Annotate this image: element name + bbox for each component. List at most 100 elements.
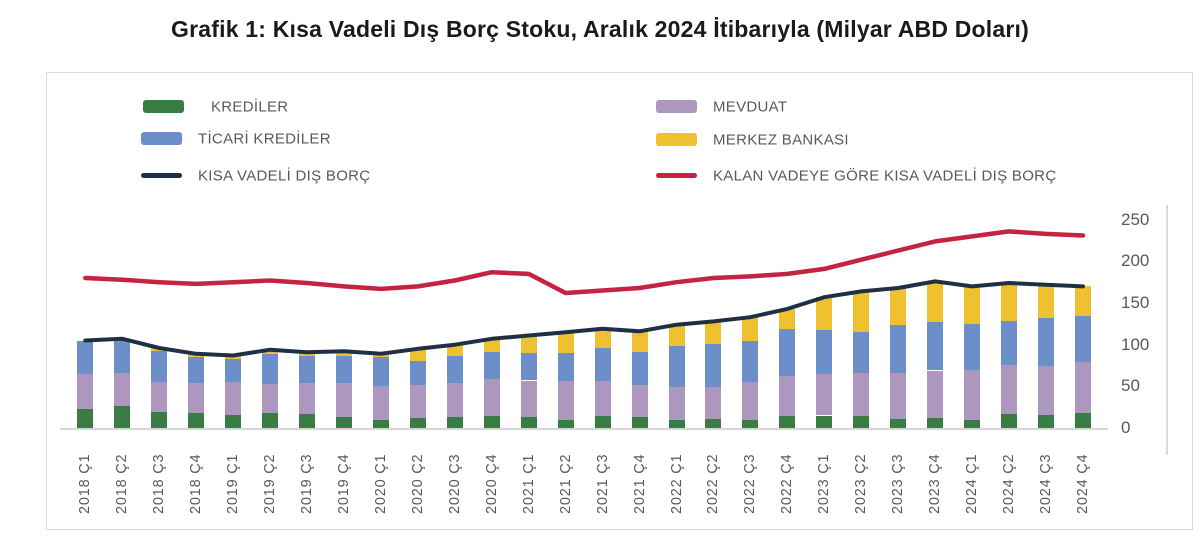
x-axis-label: 2019 Ç1 bbox=[225, 453, 242, 514]
bar-segment bbox=[446, 417, 463, 428]
bar-segment bbox=[262, 349, 279, 354]
bar-segment bbox=[335, 417, 352, 428]
y-axis-label: 250 bbox=[1121, 209, 1150, 229]
bar-segment bbox=[151, 412, 168, 428]
bar-segment bbox=[1074, 413, 1091, 428]
bar-segment bbox=[927, 322, 944, 371]
bar-segment bbox=[77, 373, 94, 409]
bar-segment bbox=[853, 373, 870, 417]
x-axis-label: 2021 Ç2 bbox=[557, 453, 574, 514]
bar-segment bbox=[779, 308, 796, 329]
bar-segment bbox=[631, 331, 648, 353]
x-axis-label: 2023 Ç2 bbox=[853, 453, 870, 514]
bar-segment bbox=[262, 353, 279, 384]
bar-segment bbox=[557, 381, 574, 420]
bar-segment bbox=[1074, 286, 1091, 316]
bar-segment bbox=[742, 382, 759, 420]
bar-segment bbox=[705, 343, 722, 388]
bar-segment bbox=[668, 324, 685, 347]
x-axis-label: 2018 Ç4 bbox=[188, 453, 205, 514]
bar-segment bbox=[631, 384, 648, 418]
bar-segment bbox=[446, 383, 463, 418]
legend-line-kisa-vadeli-dis-borc bbox=[141, 173, 182, 178]
bar-segment bbox=[927, 281, 944, 323]
bar-segment bbox=[705, 418, 722, 428]
x-axis-label: 2020 Ç2 bbox=[409, 453, 426, 514]
bar-segment bbox=[705, 387, 722, 419]
bar-segment bbox=[446, 356, 463, 383]
bar-segment bbox=[816, 415, 833, 428]
bar-segment bbox=[1038, 366, 1054, 415]
x-axis-label: 2021 Ç3 bbox=[594, 453, 611, 514]
bar-segment bbox=[409, 348, 426, 362]
x-axis-label: 2020 Ç1 bbox=[372, 453, 389, 514]
bar-segment bbox=[742, 419, 759, 428]
bar-segment bbox=[225, 358, 242, 383]
bar-segment bbox=[1038, 414, 1054, 428]
bar-segment bbox=[779, 375, 796, 417]
bar-segment bbox=[225, 414, 242, 428]
bar-segment bbox=[520, 353, 537, 381]
bar-segment bbox=[372, 385, 389, 420]
y-axis-label: 100 bbox=[1121, 334, 1150, 354]
bar-segment bbox=[668, 346, 685, 388]
bar-segment bbox=[335, 383, 352, 418]
legend-label-kalan-vadeye-gore: KALAN VADEYE GÖRE KISA VADELİ DIŞ BORÇ bbox=[713, 167, 1057, 185]
legend-line-kalan-vadeye-gore bbox=[656, 173, 697, 178]
x-axis-label: 2022 Ç2 bbox=[705, 453, 722, 514]
x-axis-label: 2019 Ç3 bbox=[299, 453, 315, 514]
bar-segment bbox=[188, 383, 205, 413]
bar-segment bbox=[927, 370, 944, 418]
y-axis-label: 50 bbox=[1121, 376, 1140, 396]
bar-segment bbox=[816, 329, 833, 374]
y-axis-label: 200 bbox=[1121, 251, 1150, 271]
bar-segment bbox=[409, 384, 426, 418]
legend-swatch-mevduat bbox=[656, 100, 697, 113]
bar-segment bbox=[409, 361, 426, 385]
bar-segment bbox=[483, 352, 500, 379]
bar-segment bbox=[779, 416, 796, 428]
bar-segment bbox=[151, 348, 168, 352]
bar-segment bbox=[225, 355, 242, 359]
legend-label-merkez-bankasi: MERKEZ BANKASI bbox=[713, 131, 849, 149]
bar-segment bbox=[1001, 283, 1018, 321]
bar-segment bbox=[668, 387, 685, 420]
bar-segment bbox=[151, 382, 168, 413]
bar-segment bbox=[853, 291, 870, 333]
bar-segment bbox=[299, 355, 315, 383]
bar-segment bbox=[557, 419, 574, 428]
bar-segment bbox=[409, 418, 426, 428]
bar-segment bbox=[631, 352, 648, 385]
bar-segment bbox=[299, 383, 315, 414]
bar-segment bbox=[631, 417, 648, 428]
bar-segment bbox=[1074, 315, 1091, 363]
bar-segment bbox=[520, 335, 537, 353]
bar-segment bbox=[114, 338, 131, 373]
bar-segment bbox=[262, 413, 279, 428]
bar-segment bbox=[483, 378, 500, 417]
x-axis-label: 2022 Ç1 bbox=[668, 453, 685, 514]
bar-segment bbox=[114, 406, 131, 428]
x-axis-line bbox=[60, 428, 1108, 430]
bar-segment bbox=[594, 416, 611, 428]
bar-segment bbox=[1001, 364, 1018, 414]
bar-segment bbox=[557, 353, 574, 382]
bar-segment bbox=[77, 340, 94, 374]
y-axis-label: 0 bbox=[1121, 418, 1131, 437]
chart-title: Grafik 1: Kısa Vadeli Dış Borç Stoku, Ar… bbox=[171, 16, 1029, 42]
y-axis-label: 150 bbox=[1121, 293, 1150, 313]
bar-segment bbox=[151, 351, 168, 383]
bar-segment bbox=[77, 408, 94, 428]
x-axis-label: 2021 Ç1 bbox=[520, 453, 537, 514]
legend-swatch-krediler bbox=[143, 100, 184, 113]
bar-segment bbox=[890, 324, 907, 373]
x-axis-label: 2024 Ç2 bbox=[1001, 453, 1018, 514]
bar-segment bbox=[114, 373, 131, 407]
x-axis-label: 2019 Ç2 bbox=[262, 453, 279, 514]
bar-segment bbox=[853, 416, 870, 428]
bar-segment bbox=[520, 380, 537, 418]
bar-segment bbox=[705, 321, 722, 344]
bar-segment bbox=[964, 286, 981, 324]
x-axis-label: 2022 Ç3 bbox=[742, 453, 759, 514]
x-axis-label: 2020 Ç3 bbox=[446, 453, 463, 514]
